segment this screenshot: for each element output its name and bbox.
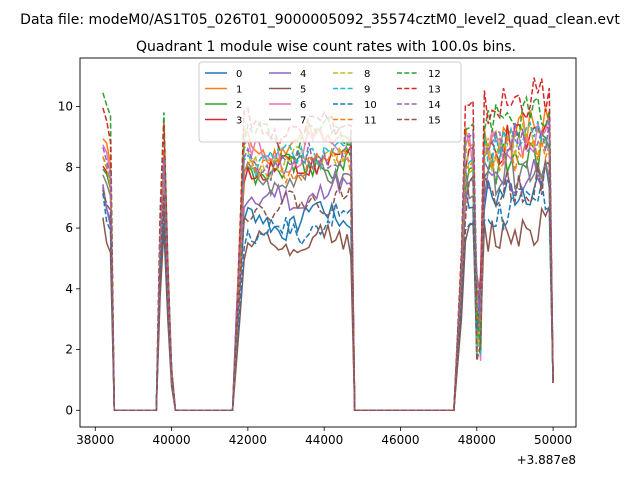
axes-frame — [79, 57, 577, 428]
series-line-15 — [102, 158, 554, 412]
legend-label: 10 — [364, 100, 377, 111]
x-tick-label: 50000 — [534, 433, 572, 447]
figure-suptitle: Data file: modeM0/AS1T05_026T01_90000050… — [20, 12, 620, 28]
legend-label: 12 — [428, 69, 441, 80]
legend-label: 4 — [300, 69, 306, 80]
x-axis-offset-label: +3.887e8 — [517, 453, 576, 467]
x-tick-label: 44000 — [305, 433, 343, 447]
legend-label: 5 — [300, 85, 306, 96]
x-tick-label: 42000 — [229, 433, 267, 447]
legend-label: 13 — [428, 85, 441, 96]
ticks-layer: 38000 40000 42000 44000 46000 48000 50000 0 2 4 6 8… — [58, 100, 572, 447]
y-tick-label: 4 — [65, 282, 73, 296]
legend-label: 14 — [428, 100, 441, 111]
chart-title: Quadrant 1 module wise count rates with … — [136, 39, 516, 55]
plot-layer — [102, 77, 554, 412]
y-tick-label: 10 — [58, 100, 73, 114]
legend-label: 6 — [300, 100, 306, 111]
y-tick-label: 0 — [65, 403, 73, 417]
series-line-10 — [102, 180, 554, 412]
y-tick-label: 8 — [65, 160, 73, 174]
x-tick-label: 46000 — [381, 433, 419, 447]
series-line-9 — [102, 121, 554, 412]
y-tick-label: 2 — [65, 343, 73, 357]
legend-label: 11 — [364, 116, 377, 127]
x-tick-label: 48000 — [458, 433, 496, 447]
legend-label: 15 — [428, 116, 441, 127]
x-tick-label: 40000 — [152, 433, 190, 447]
legend-label: 0 — [236, 69, 242, 80]
legend-label: 2 — [236, 100, 242, 111]
x-tick-label: 38000 — [76, 433, 114, 447]
legend-label: 8 — [364, 69, 370, 80]
legend-box — [198, 61, 462, 143]
legend-label: 3 — [236, 116, 242, 127]
legend-label: 1 — [236, 85, 242, 96]
legend-label: 7 — [300, 116, 306, 127]
legend-label: 9 — [364, 85, 370, 96]
y-tick-label: 6 — [65, 221, 73, 235]
